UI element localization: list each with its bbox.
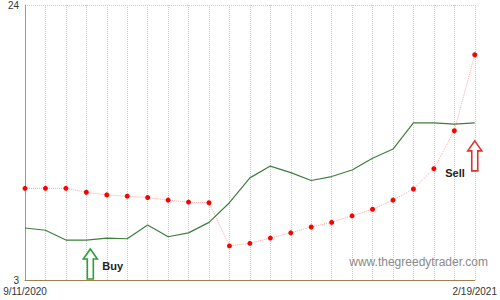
- svg-text:2/19/2021: 2/19/2021: [453, 286, 498, 297]
- svg-text:Sell: Sell: [445, 167, 465, 179]
- svg-text:9/11/2020: 9/11/2020: [3, 286, 47, 297]
- svg-text:3: 3: [13, 275, 19, 286]
- svg-text:www.thegreedytrader.com: www.thegreedytrader.com: [348, 255, 488, 269]
- svg-text:Buy: Buy: [102, 260, 124, 272]
- svg-text:24: 24: [8, 0, 20, 11]
